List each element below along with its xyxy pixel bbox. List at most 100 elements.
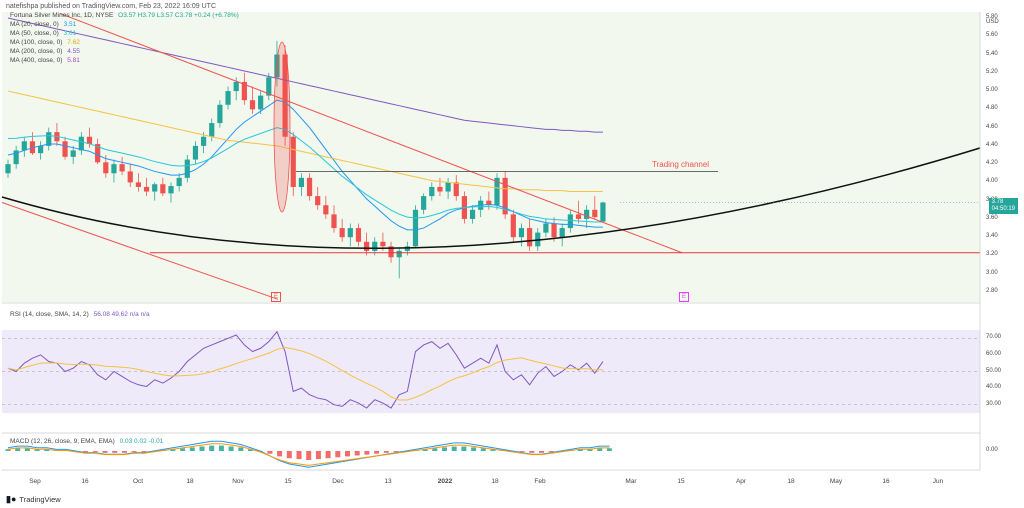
candle-body (445, 182, 451, 192)
candle-body (135, 182, 141, 187)
price-axis-tick: 5.80 (986, 14, 998, 20)
last-price-tag: 3.78 04:50:19 (988, 198, 1018, 214)
rsi-legend[interactable]: RSI (14, close, SMA, 14, 2) 56.08 49.62 … (10, 311, 150, 318)
macd-histogram-bar (432, 448, 438, 451)
macd-label: MACD (12, 26, close, 9, EMA, EMA) (10, 438, 115, 445)
macd-histogram-bar (490, 449, 496, 451)
candle-body (559, 228, 565, 238)
candle-body (372, 241, 378, 251)
cup-arc (1, 147, 981, 250)
lower-trend-line (1, 202, 279, 300)
candle-body (192, 145, 199, 160)
ma-legend-1[interactable]: MA (50, close, 0) 3.61 (10, 30, 76, 37)
ma-label: MA (50, close, 0) (10, 30, 59, 37)
macd-histogram-bar (34, 449, 40, 451)
macd-histogram-bar (519, 451, 525, 452)
macd-histogram-bar (374, 451, 380, 454)
ma-legend-2[interactable]: MA (100, close, 0) 7.62 (10, 39, 80, 46)
candle-body (380, 241, 386, 247)
ma-legend-4[interactable]: MA (400, close, 0) 5.81 (10, 57, 80, 64)
macd-histogram-bar (529, 451, 535, 453)
time-axis-label: 16 (81, 478, 89, 485)
candle-body (282, 54, 288, 137)
macd-histogram-bar (442, 447, 447, 451)
candle-body (176, 177, 182, 187)
macd-histogram-bar (24, 448, 30, 451)
macd-histogram-bar (218, 445, 224, 451)
time-axis-label: Mar (625, 478, 637, 485)
macd-histogram-bar (422, 449, 428, 451)
candle-body (168, 186, 174, 194)
candle-body (421, 196, 427, 210)
time-axis-label: 2022 (437, 478, 453, 485)
tradingview-logo[interactable]: ▮● TradingView (6, 494, 61, 505)
ma-value: 3.51 (63, 21, 77, 28)
candle-body (13, 150, 19, 165)
candle-body (592, 209, 598, 218)
candle-body (86, 136, 93, 145)
candle-body (339, 228, 345, 238)
macd-signal-line (7, 443, 610, 466)
macd-histogram-bar (587, 449, 593, 451)
candle-body (95, 144, 101, 163)
publish-info: natefishpa published on TradingView.com,… (6, 3, 217, 10)
candle-body (103, 162, 109, 174)
rsi-values: 56.08 49.62 n/a n/a (93, 311, 150, 318)
price-axis-tick: 3.00 (986, 269, 998, 276)
candle-body (298, 177, 304, 187)
macd-histogram-bar (199, 446, 205, 451)
macd-histogram-bar (471, 447, 477, 451)
candle-body (600, 202, 606, 222)
candle-body (469, 209, 476, 219)
macd-histogram-bar (480, 448, 486, 451)
macd-histogram-bar (209, 445, 215, 451)
macd-histogram-bar (461, 446, 467, 451)
ohlc-values: O3.57 H3.79 L3.57 C3.78 +0.24 (+6.78%) (118, 12, 239, 19)
macd-histogram-bar (335, 451, 341, 458)
price-axis-tick: 3.60 (986, 214, 998, 221)
ma100-line (7, 90, 603, 193)
macd-histogram-bar (112, 451, 118, 453)
candle-body (225, 91, 231, 105)
macd-histogram-bar (238, 447, 244, 451)
ma-legend-0[interactable]: MA (20, close, 0) 3.51 (10, 21, 76, 28)
candle-body (184, 159, 190, 178)
macd-axis-tick: 0.00 (986, 447, 998, 453)
earnings-event-marker[interactable]: E (271, 292, 281, 302)
macd-histogram-bar (286, 451, 292, 459)
ma-value: 4.55 (67, 48, 80, 55)
macd-histogram-bar (121, 451, 127, 453)
price-panel-bg (2, 12, 980, 302)
macd-histogram-bar (248, 449, 253, 451)
price-axis-tick: 4.80 (986, 105, 998, 112)
earnings-event-marker-future[interactable]: E (679, 292, 689, 302)
time-axis-label: 18 (787, 478, 795, 485)
time-axis-label: 13 (384, 478, 392, 485)
last-price: 3.78 (991, 199, 1004, 205)
ma-value: 3.61 (63, 30, 77, 37)
candle-body (543, 223, 549, 233)
symbol-legend[interactable]: Fortuna Silver Mines Inc, 1D, NYSE O3.57… (10, 12, 239, 19)
ma-legend-3[interactable]: MA (200, close, 0) 4.55 (10, 48, 80, 55)
candle-body (21, 141, 27, 151)
rsi-axis-tick: 30.00 (986, 400, 1002, 407)
candle-body (78, 136, 84, 151)
tradingview-icon: ▮● (6, 494, 17, 504)
candle-body (494, 177, 500, 206)
ma-label: MA (200, close, 0) (10, 48, 63, 55)
macd-histogram-bar (296, 451, 302, 460)
rsi-line (7, 330, 604, 409)
time-axis-label: May (829, 478, 843, 485)
candle-body (315, 196, 321, 206)
macd-legend[interactable]: MACD (12, 26, close, 9, EMA, EMA) 0.03 0… (10, 438, 163, 445)
price-axis-tick: 3.40 (986, 233, 998, 240)
candle-body (209, 123, 215, 137)
macd-histogram-bar (44, 449, 50, 451)
macd-histogram-bar (5, 449, 11, 451)
trading-channel-label[interactable]: Trading channel (652, 160, 710, 169)
brand-name: TradingView (19, 495, 61, 504)
macd-histogram-bar (315, 451, 321, 460)
ma-label: MA (100, close, 0) (10, 39, 63, 46)
